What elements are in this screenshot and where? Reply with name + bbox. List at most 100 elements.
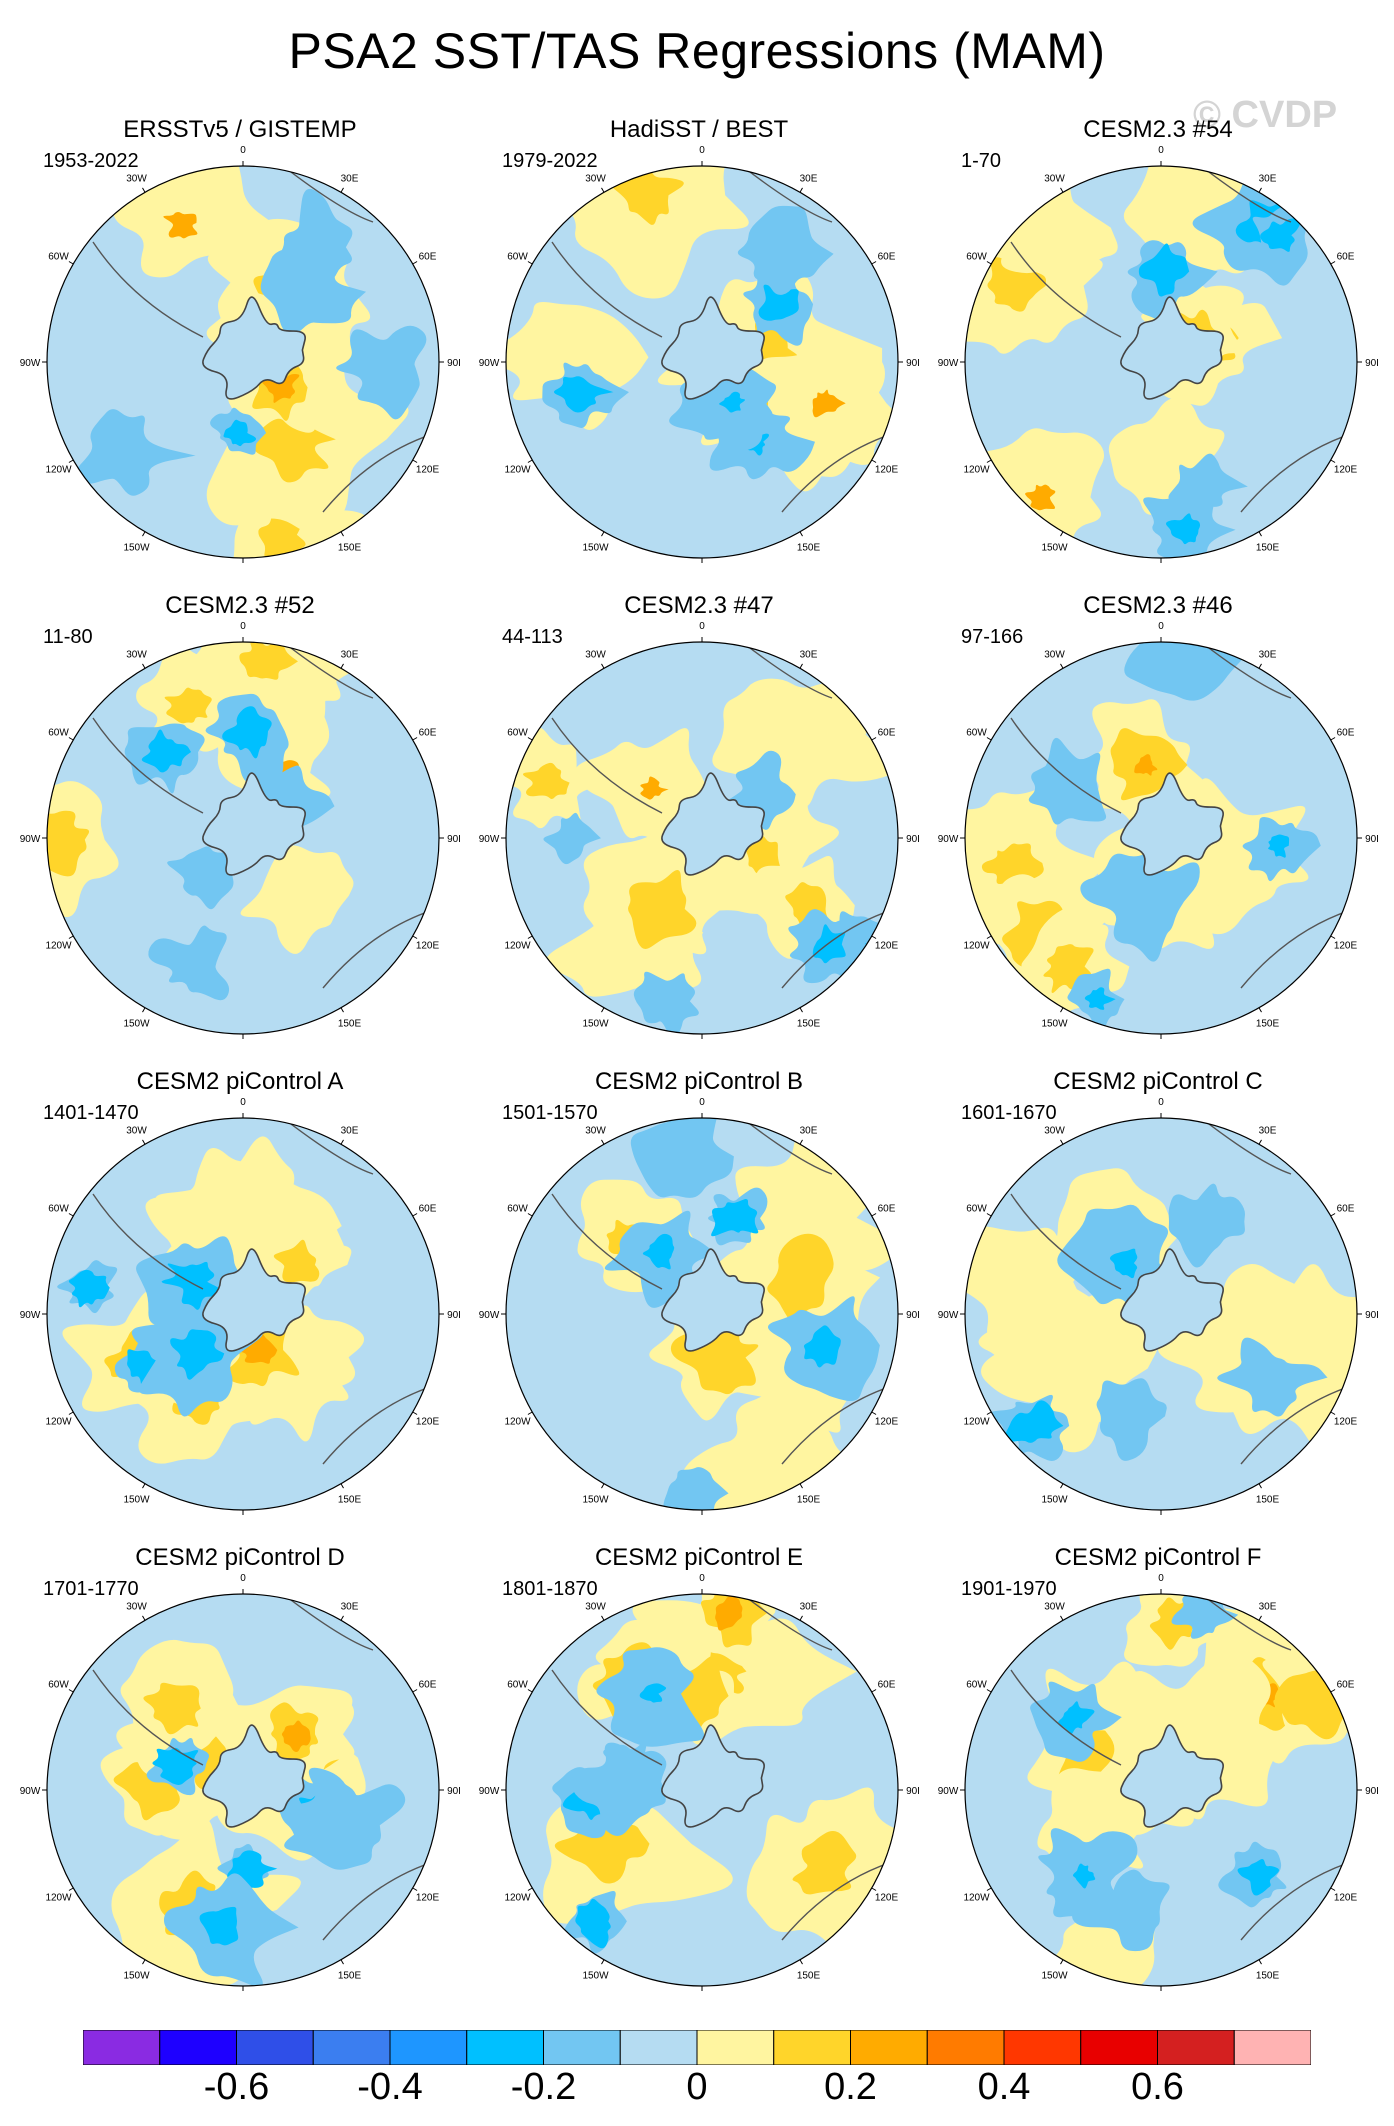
map-panel: CESM2 piControl D 0 30E 60E 90E 120E 150E 180 15… (20, 1540, 460, 2000)
longitude-tick (412, 1213, 418, 1217)
longitude-label: 90E (906, 1786, 919, 1797)
continent-coastline (551, 1193, 663, 1290)
panel-title: CESM2 piControl D (135, 1544, 345, 1571)
panel-title: CESM2.3 #47 (624, 592, 774, 619)
cold-anomaly (1168, 1183, 1245, 1268)
continent-coastline (282, 642, 374, 699)
cold-anomaly-strong (1260, 218, 1301, 252)
continent-coastline (1200, 1594, 1292, 1651)
longitude-label: 60W (48, 252, 69, 263)
continent-coastline (551, 717, 663, 814)
cold-anomaly (1072, 1869, 1170, 1952)
longitude-label: 0 (240, 1097, 246, 1108)
warm-anomaly-peak (163, 212, 198, 239)
warm-anomaly-strong (143, 1682, 201, 1735)
colorbar-swatch (850, 2030, 928, 2065)
longitude-tick (871, 261, 877, 265)
colorbar-label: -0.4 (357, 2066, 423, 2108)
longitude-label: 150W (123, 1495, 150, 1506)
longitude-label: 120E (416, 1417, 440, 1428)
polar-map: 0 30E 60E 90E 120E 150E 180 150W 120W 90W 60W 30W (938, 1097, 1378, 1524)
polar-map: 0 30E 60E 90E 120E 150E 180 150W 120W 90W 60W 30W (938, 1573, 1378, 2000)
panel-years: 11-80 (43, 626, 93, 648)
longitude-tick (412, 261, 418, 265)
longitude-label: 90W (20, 1310, 41, 1321)
longitude-label: 90E (1365, 1310, 1378, 1321)
longitude-tick (412, 1411, 418, 1415)
cold-anomaly-strong (1058, 1701, 1095, 1735)
longitude-label: 180 (235, 1047, 252, 1048)
longitude-label: 30W (585, 650, 606, 661)
longitude-label: 30W (585, 174, 606, 185)
longitude-label: 120W (504, 1417, 531, 1428)
longitude-tick (799, 1959, 803, 1965)
continent-coastline (1200, 166, 1292, 223)
cold-anomaly-strong (170, 1329, 225, 1380)
continent-coastline (551, 241, 663, 338)
longitude-label: 30E (800, 1126, 818, 1137)
cold-anomaly-strong (199, 1906, 239, 1946)
longitude-label: 150W (582, 543, 609, 554)
longitude-label: 30E (800, 1602, 818, 1613)
longitude-label: 150W (582, 1495, 609, 1506)
polar-map: 0 30E 60E 90E 120E 150E 180 150W 120W 90W 60W 30W (479, 1097, 919, 1524)
map-panel: ERSSTv5 / GISTEMP 0 30E 60E 90E 120E 150E 180 15… (20, 112, 460, 572)
longitude-tick (412, 737, 418, 741)
longitude-tick (986, 935, 992, 939)
longitude-tick (871, 737, 877, 741)
longitude-tick (871, 1213, 877, 1217)
cold-anomaly-strong (1109, 1248, 1138, 1279)
continent-coastline (1200, 642, 1292, 699)
longitude-tick (1060, 1615, 1064, 1621)
longitude-label: 120W (963, 465, 990, 476)
longitude-label: 30W (1044, 174, 1065, 185)
longitude-tick (142, 1483, 146, 1489)
longitude-label: 90W (20, 1786, 41, 1797)
panel-years: 1601-1670 (961, 1102, 1057, 1124)
longitude-tick (799, 187, 803, 193)
longitude-label: 120W (504, 941, 531, 952)
longitude-tick (527, 459, 533, 463)
cold-anomaly (336, 325, 427, 420)
continent-coastline (92, 717, 204, 814)
continent-coastline (282, 166, 374, 223)
panel-years: 1501-1570 (502, 1102, 598, 1124)
longitude-tick (1060, 531, 1064, 537)
longitude-label: 90W (479, 1786, 500, 1797)
cold-anomaly-strong (1166, 513, 1201, 545)
warm-anomaly (1204, 1264, 1357, 1450)
longitude-tick (1330, 261, 1336, 265)
longitude-label: 120E (1334, 941, 1358, 952)
cold-anomaly (284, 1767, 406, 1870)
panel-title: CESM2 piControl A (136, 1068, 344, 1095)
panel-title: CESM2 piControl B (594, 1068, 804, 1095)
longitude-tick (1060, 1007, 1064, 1013)
colorbar-swatch (312, 2030, 391, 2065)
panel-years: 1701-1770 (43, 1578, 139, 1600)
warm-anomaly-peak (235, 1331, 278, 1364)
panel-title: HadiSST / BEST (609, 116, 789, 143)
longitude-label: 60E (878, 252, 896, 263)
cold-anomaly (1096, 1378, 1167, 1461)
panel-title: CESM2.3 #46 (1083, 592, 1233, 619)
map-panel: CESM2 piControl E 0 30E 60E 90E 120E 150E 180 15… (479, 1540, 919, 2000)
map-panel: CESM2.3 #46 0 30E 60E 90E 120E 150E 180 150W 120W… (938, 588, 1378, 1048)
cold-anomaly-strong (223, 419, 257, 447)
longitude-label: 90W (938, 1786, 959, 1797)
colorbar-swatch (1157, 2030, 1235, 2065)
longitude-tick (1330, 1887, 1336, 1891)
longitude-tick (1258, 663, 1262, 669)
map-panel: CESM2 piControl A 0 30E 60E 90E 120E 150E 180 15… (20, 1064, 460, 1524)
warm-anomaly (965, 1226, 1087, 1349)
longitude-label: 60W (48, 1204, 69, 1215)
longitude-label: 60W (48, 1680, 69, 1691)
longitude-label: 150W (1041, 543, 1068, 554)
longitude-tick (527, 1213, 533, 1217)
continent-coastline (282, 1118, 374, 1175)
longitude-label: 60E (1337, 1204, 1355, 1215)
longitude-label: 30W (585, 1602, 606, 1613)
longitude-label: 0 (699, 1097, 705, 1108)
colorbar-swatch (543, 2030, 621, 2065)
longitude-label: 180 (694, 571, 711, 572)
continent-coastline (551, 1669, 663, 1766)
